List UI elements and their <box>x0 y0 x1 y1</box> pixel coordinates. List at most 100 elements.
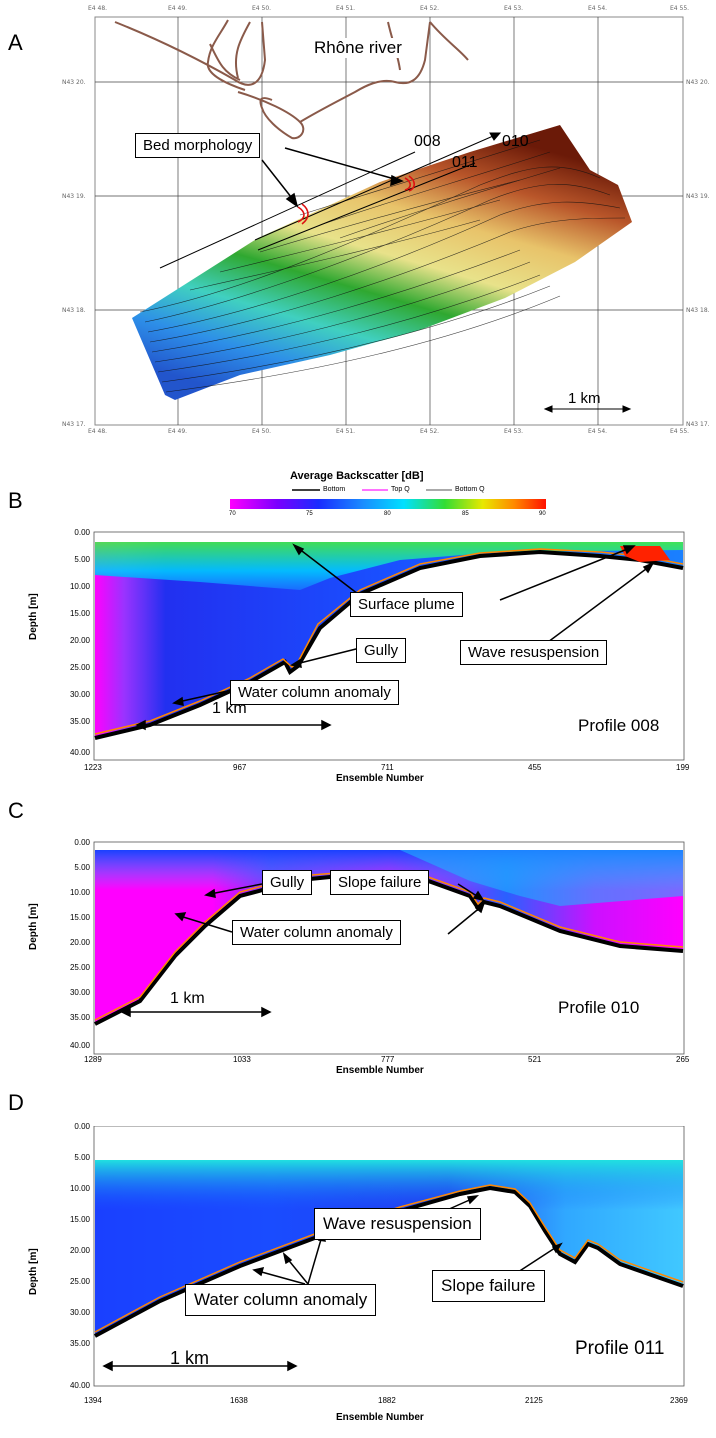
d-scale-label: 1 km <box>170 1348 210 1368</box>
lon-tick-7: E4 54. <box>588 5 608 12</box>
d-xtick-3: 2125 <box>525 1396 543 1405</box>
river-label: Rhône river <box>312 38 404 58</box>
d-xlabel: Ensemble Number <box>336 1412 424 1423</box>
b-gully-callout: Gully <box>356 638 407 663</box>
b-surface-plume-callout: Surface plume <box>350 592 463 617</box>
d-ytick-8: 40.00 <box>69 1381 90 1390</box>
line-010-label: 010 <box>502 133 529 150</box>
b-xlabel: Ensemble Number <box>336 773 424 784</box>
lon-tick-b4: E4 51. <box>336 428 356 435</box>
bathymetry-surface <box>132 125 632 400</box>
d-anomaly-callout: Water column anomaly <box>185 1284 377 1316</box>
lat-tick-1: N43 20. <box>62 79 86 86</box>
lon-tick-b2: E4 49. <box>168 428 188 435</box>
legend-tick-90: 90 <box>539 511 546 517</box>
c-ytick-8: 40.00 <box>69 1041 90 1050</box>
legend-bottomq: Bottom Q <box>455 486 485 493</box>
c-ytick-4: 20.00 <box>69 938 90 947</box>
legend-title: Average Backscatter [dB] <box>290 470 424 482</box>
map-frame <box>94 16 684 426</box>
panel-b-letter: B <box>8 488 23 513</box>
c-xtick-3: 521 <box>528 1055 542 1064</box>
bed-morphology-callout: Bed morphology <box>135 133 261 158</box>
b-ytick-1: 5.00 <box>74 555 90 564</box>
callout-arrows-a <box>261 147 404 208</box>
c-ytick-6: 30.00 <box>69 988 90 997</box>
lat-tick-r2: N43 19. <box>686 193 710 200</box>
c-ytick-1: 5.00 <box>74 863 90 872</box>
d-ytick-5: 25.00 <box>69 1277 90 1286</box>
b-xtick-2: 711 <box>381 763 394 772</box>
lon-tick-5: E4 52. <box>420 5 440 12</box>
c-anomaly-callout: Water column anomaly <box>232 920 401 945</box>
d-ytick-0: 0.00 <box>74 1122 90 1131</box>
lon-tick-b6: E4 53. <box>504 428 524 435</box>
lat-tick-r4: N43 17. <box>686 421 710 428</box>
lon-tick-b3: E4 50. <box>252 428 272 435</box>
c-ytick-7: 35.00 <box>69 1013 90 1022</box>
lat-tick-2: N43 19. <box>62 193 86 200</box>
b-xtick-0: 1223 <box>84 763 102 772</box>
d-ytick-3: 15.00 <box>69 1215 90 1224</box>
d-wave-callout: Wave resuspension <box>314 1208 481 1240</box>
d-slope-callout: Slope failure <box>432 1270 545 1302</box>
lon-tick-1: E4 48. <box>88 5 108 12</box>
map-scale-bar <box>543 405 632 413</box>
c-profile-label: Profile 010 <box>558 998 640 1017</box>
b-scale-label: 1 km <box>212 700 247 717</box>
b-xtick-3: 455 <box>528 763 542 772</box>
c-ylabel: Depth [m] <box>28 903 39 950</box>
b-ytick-7: 35.00 <box>69 717 90 726</box>
d-ylabel: Depth [m] <box>28 1248 39 1295</box>
b-ytick-2: 10.00 <box>69 582 90 591</box>
contour-lines <box>139 139 626 393</box>
panel-d-letter: D <box>8 1090 24 1115</box>
b-ytick-8: 40.00 <box>69 748 90 757</box>
c-ytick-0: 0.00 <box>74 838 90 847</box>
b-wave-callout: Wave resuspension <box>460 640 608 665</box>
c-xtick-1: 1033 <box>233 1055 251 1064</box>
lon-tick-2: E4 49. <box>168 5 188 12</box>
d-ytick-1: 5.00 <box>74 1153 90 1162</box>
legend-tick-85: 85 <box>462 511 469 517</box>
c-ytick-5: 25.00 <box>69 963 90 972</box>
line-011-label: 011 <box>452 154 478 171</box>
b-ytick-5: 25.00 <box>69 663 90 672</box>
b-xtick-1: 967 <box>233 763 247 772</box>
lat-tick-r1: N43 20. <box>686 79 710 86</box>
d-xtick-2: 1882 <box>378 1396 396 1405</box>
b-ytick-4: 20.00 <box>69 636 90 645</box>
lon-tick-3: E4 50. <box>252 5 272 12</box>
b-ytick-6: 30.00 <box>69 690 90 699</box>
d-ytick-2: 10.00 <box>69 1184 90 1193</box>
profile-011-echogram <box>93 1126 685 1387</box>
legend-tick-75: 75 <box>306 511 313 517</box>
panel-c-letter: C <box>8 798 24 823</box>
d-profile-label: Profile 011 <box>575 1338 665 1359</box>
lon-tick-b7: E4 54. <box>588 428 608 435</box>
legend-bottom: Bottom <box>323 486 346 493</box>
line-008-label: 008 <box>414 133 441 150</box>
legend-topq: Top Q <box>391 486 410 493</box>
lon-tick-b5: E4 52. <box>420 428 440 435</box>
c-xtick-4: 265 <box>676 1055 690 1064</box>
b-profile-label: Profile 008 <box>578 716 660 735</box>
c-xtick-2: 777 <box>381 1055 395 1064</box>
d-xtick-0: 1394 <box>84 1396 102 1405</box>
c-ytick-3: 15.00 <box>69 913 90 922</box>
c-xtick-0: 1289 <box>84 1055 102 1064</box>
c-ytick-2: 10.00 <box>69 888 90 897</box>
lat-tick-r3: N43 18. <box>686 307 710 314</box>
map-scale-label: 1 km <box>568 390 601 407</box>
lon-tick-6: E4 53. <box>504 5 524 12</box>
panel-a-letter: A <box>8 30 23 55</box>
lon-tick-8: E4 55. <box>670 5 690 12</box>
b-ylabel: Depth [m] <box>28 593 39 640</box>
bed-morphology-markers <box>297 175 416 225</box>
bathymetry-map <box>94 16 684 426</box>
b-xtick-4: 199 <box>676 763 690 772</box>
d-ytick-4: 20.00 <box>69 1246 90 1255</box>
b-anomaly-callout: Water column anomaly <box>230 680 399 705</box>
c-xlabel: Ensemble Number <box>336 1065 424 1076</box>
river-outline <box>114 19 469 140</box>
